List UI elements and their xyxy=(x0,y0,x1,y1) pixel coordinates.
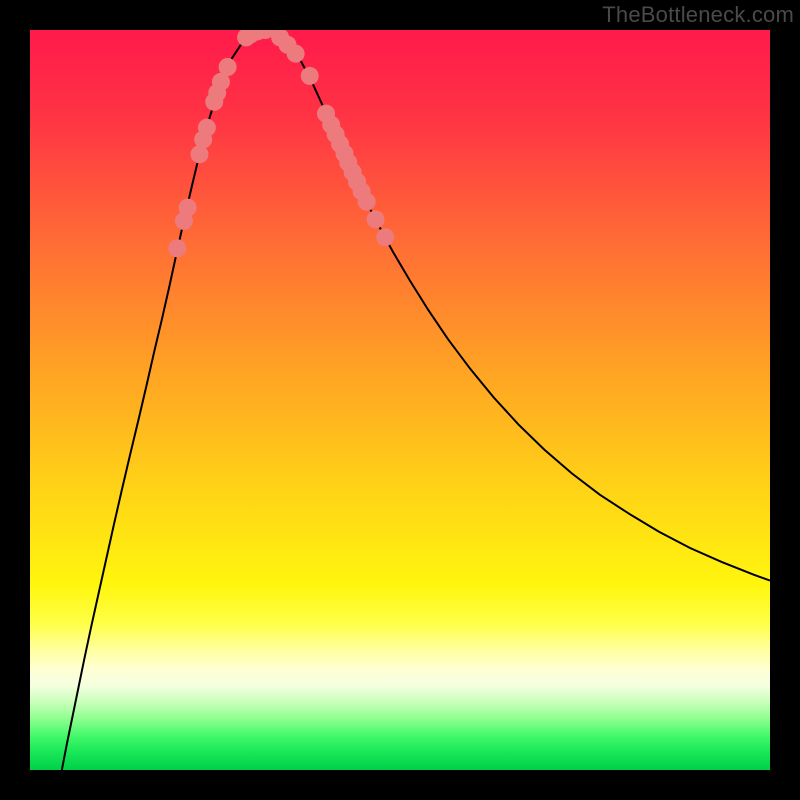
marker-point xyxy=(287,45,305,63)
gradient-background xyxy=(30,30,770,770)
marker-point xyxy=(367,210,385,228)
plot-area xyxy=(30,30,770,770)
bottleneck-curve-chart xyxy=(30,30,770,770)
marker-point xyxy=(376,228,394,246)
marker-point xyxy=(198,119,216,137)
marker-point xyxy=(168,239,186,257)
marker-point xyxy=(179,199,197,217)
marker-point xyxy=(301,67,319,85)
figure-container: TheBottleneck.com xyxy=(0,0,800,800)
watermark-text: TheBottleneck.com xyxy=(602,2,794,28)
marker-point xyxy=(219,58,237,76)
marker-point xyxy=(358,193,376,211)
